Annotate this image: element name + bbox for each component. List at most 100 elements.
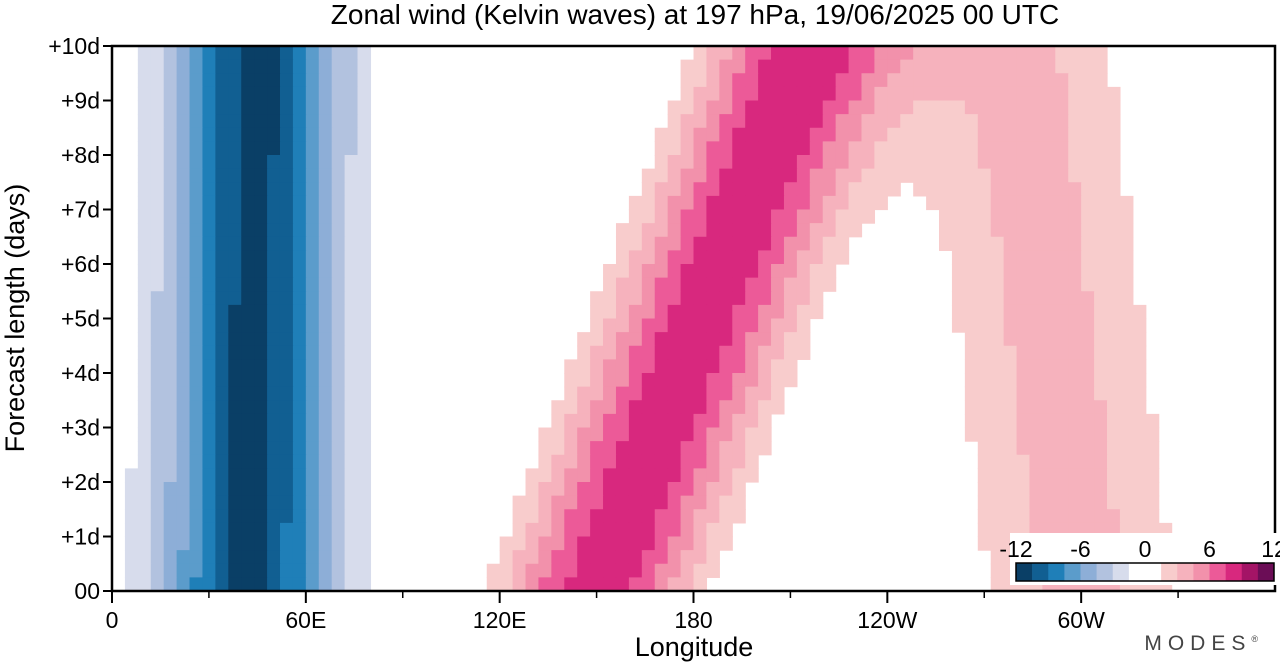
- field-cell: [1055, 441, 1069, 456]
- field-cell: [150, 100, 165, 115]
- field-cell: [822, 250, 837, 265]
- field-cell: [137, 277, 152, 292]
- colorbar-legend: -12-60612: [999, 533, 1280, 585]
- field-cell: [305, 359, 320, 374]
- field-cell: [913, 59, 927, 74]
- field-cell: [680, 168, 695, 183]
- field-cell: [551, 577, 565, 591]
- field-cell: [163, 427, 178, 442]
- field-cell: [641, 386, 656, 401]
- field-cell: [951, 86, 966, 102]
- field-cell: [279, 468, 294, 483]
- field-cell: [254, 114, 268, 129]
- field-cell: [267, 59, 281, 74]
- field-cell: [357, 127, 372, 142]
- field-cell: [538, 427, 552, 442]
- field-cell: [292, 536, 307, 551]
- field-cell: [163, 413, 178, 429]
- field-cell: [202, 536, 216, 551]
- field-cell: [344, 114, 359, 129]
- field-cell: [564, 495, 578, 510]
- field-cell: [1003, 482, 1018, 497]
- field-cell: [628, 563, 643, 578]
- field-cell: [124, 550, 139, 565]
- field-cell: [137, 291, 152, 306]
- field-cell: [292, 495, 307, 510]
- field-cell: [796, 168, 811, 183]
- field-cell: [176, 550, 191, 565]
- field-cell: [577, 495, 591, 510]
- field-cell: [590, 413, 604, 429]
- field-cell: [176, 155, 191, 170]
- field-cell: [163, 114, 178, 129]
- field-cell: [189, 291, 204, 306]
- field-cell: [628, 332, 643, 347]
- field-cell: [150, 536, 165, 551]
- field-cell: [241, 73, 255, 88]
- field-cell: [267, 550, 281, 565]
- field-cell: [977, 345, 992, 360]
- field-cell: [977, 114, 992, 129]
- field-cell: [861, 59, 876, 74]
- field-cell: [926, 155, 940, 170]
- field-cell: [292, 454, 307, 469]
- field-cell: [1094, 223, 1108, 238]
- field-cell: [150, 182, 165, 197]
- field-cell: [964, 182, 979, 197]
- field-cell: [990, 141, 1005, 156]
- field-cell: [835, 168, 850, 183]
- field-cell: [693, 454, 708, 469]
- field-cell: [951, 209, 966, 224]
- field-cell: [357, 400, 372, 415]
- field-cell: [163, 127, 178, 142]
- field-cell: [137, 46, 152, 61]
- field-cell: [305, 73, 320, 88]
- field-cell: [719, 182, 733, 197]
- field-cell: [267, 236, 281, 251]
- field-cell: [202, 386, 216, 401]
- field-cell: [1145, 509, 1160, 524]
- field-cell: [706, 59, 720, 74]
- field-cell: [202, 304, 216, 320]
- field-cell: [654, 400, 669, 415]
- field-cell: [977, 168, 992, 183]
- field-cell: [163, 182, 178, 197]
- field-cell: [1042, 86, 1056, 102]
- field-cell: [215, 100, 229, 115]
- field-cell: [771, 46, 785, 61]
- field-cell: [1094, 86, 1108, 102]
- field-cell: [357, 332, 372, 347]
- field-cell: [344, 304, 359, 320]
- field-cell: [318, 495, 333, 510]
- field-cell: [706, 236, 720, 251]
- field-cell: [254, 359, 268, 374]
- field-cell: [900, 46, 914, 61]
- field-cell: [279, 522, 294, 538]
- field-cell: [771, 127, 785, 142]
- field-cell: [732, 182, 746, 197]
- field-cell: [357, 468, 372, 483]
- field-cell: [189, 304, 204, 320]
- field-cell: [189, 332, 204, 347]
- field-cell: [1003, 413, 1018, 429]
- field-cell: [693, 100, 708, 115]
- field-cell: [951, 127, 966, 142]
- field-cell: [1081, 250, 1095, 265]
- field-cell: [745, 359, 759, 374]
- field-cell: [215, 291, 229, 306]
- colorbar-tick-label: 12: [1261, 536, 1280, 562]
- field-cell: [305, 209, 320, 224]
- field-cell: [551, 522, 565, 538]
- field-cell: [331, 86, 346, 102]
- field-cell: [719, 168, 733, 183]
- field-cell: [1016, 182, 1031, 197]
- field-cell: [693, 182, 708, 197]
- field-cell: [977, 141, 992, 156]
- field-cell: [964, 209, 979, 224]
- field-cell: [267, 332, 281, 347]
- field-cell: [1016, 73, 1031, 88]
- field-cell: [215, 73, 229, 88]
- field-cell: [615, 264, 630, 279]
- field-cell: [1029, 59, 1043, 74]
- field-cell: [1003, 141, 1018, 156]
